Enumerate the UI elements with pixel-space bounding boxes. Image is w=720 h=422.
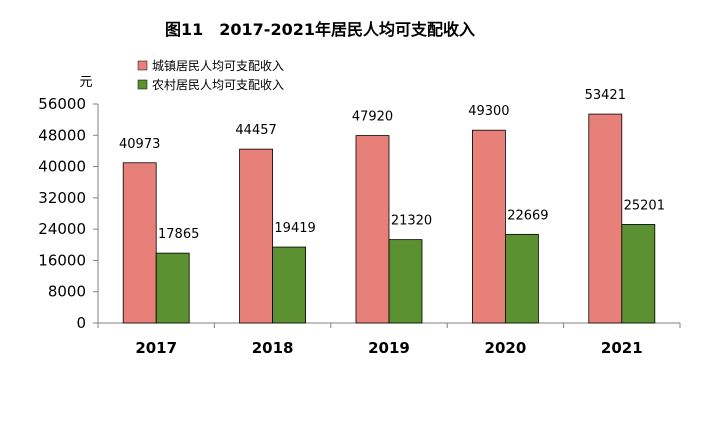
legend-label-rural: 农村居民人均可支配收入	[152, 78, 284, 92]
y-tick-label: 32000	[38, 189, 86, 207]
data-label-urban: 40973	[119, 137, 160, 152]
y-tick-label: 48000	[38, 126, 86, 144]
y-tick-label: 24000	[38, 220, 86, 238]
y-tick-label: 40000	[38, 158, 86, 176]
bar-urban	[355, 135, 390, 324]
bar-urban	[122, 162, 157, 324]
data-labels: 40973 17865 44457 19419 47920 21320 49300 22669…	[119, 88, 665, 242]
data-label-rural: 19419	[274, 221, 315, 236]
x-tick-label: 2017	[135, 339, 177, 357]
legend-swatch-urban	[137, 60, 148, 71]
y-tick-label: 8000	[48, 283, 86, 301]
y-axis-unit: 元	[79, 75, 92, 90]
data-label-urban: 49300	[468, 104, 509, 119]
data-label-rural: 21320	[391, 214, 432, 229]
data-label-urban: 44457	[235, 123, 276, 138]
bar-urban	[239, 148, 274, 324]
data-label-rural: 25201	[624, 198, 665, 213]
data-label-rural: 17865	[158, 227, 199, 242]
x-tick-label: 2018	[252, 339, 294, 357]
bar-rural	[388, 239, 423, 324]
bars	[122, 113, 656, 324]
x-tick-label: 2019	[368, 339, 410, 357]
chart-title: 图11 2017-2021年居民人均可支配收入	[165, 20, 475, 39]
legend-swatch-rural	[137, 79, 148, 90]
data-label-rural: 22669	[507, 208, 548, 223]
legend: 城镇居民人均可支配收入 农村居民人均可支配收入	[137, 59, 284, 92]
bar-rural	[272, 246, 307, 324]
bar-rural	[504, 233, 539, 324]
y-tick-label: 0	[76, 314, 86, 332]
x-tick-label: 2020	[485, 339, 527, 357]
data-label-urban: 53421	[585, 88, 626, 103]
bar-urban	[588, 113, 623, 324]
bar-urban	[471, 129, 506, 324]
axes: 0 8000 16000 24000 32000 40000 48000 56000 2017 2…	[38, 95, 681, 357]
y-tick-label: 56000	[38, 95, 86, 113]
bar-rural	[621, 224, 656, 324]
x-tick-label: 2021	[601, 339, 643, 357]
legend-label-urban: 城镇居民人均可支配收入	[152, 59, 284, 73]
bar-rural	[155, 252, 190, 324]
data-label-urban: 47920	[352, 110, 393, 125]
y-tick-label: 16000	[38, 251, 86, 269]
